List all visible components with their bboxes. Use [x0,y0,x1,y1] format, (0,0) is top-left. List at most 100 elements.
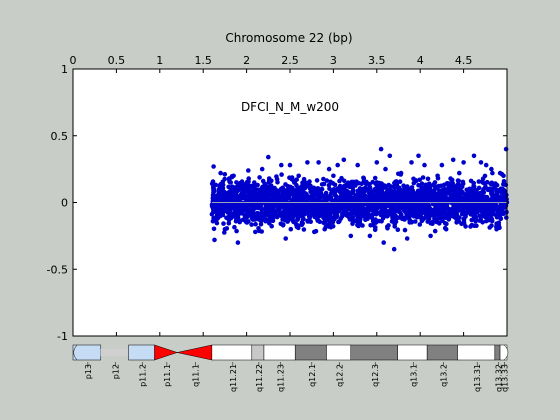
data-point [347,206,353,212]
data-point [440,215,446,220]
data-point [280,223,286,228]
data-point [263,197,269,202]
data-point-outlier [292,180,297,185]
data-point [438,210,444,215]
data-point [432,216,437,221]
data-point [233,190,239,196]
data-point [463,224,468,229]
data-point [375,191,380,197]
data-point [243,207,248,213]
data-point [434,192,439,198]
data-point [274,174,279,179]
data-point [485,210,490,216]
ideogram-band [426,344,458,361]
data-point [396,185,402,191]
band-label: p13 [84,364,93,379]
data-point [495,210,501,215]
data-point [262,186,267,191]
data-point [395,227,401,232]
band-label: q13.33 [501,364,510,392]
chart-title: Chromosome 22 (bp) [225,31,352,45]
data-point [302,185,308,191]
data-point [484,194,490,200]
data-point [269,178,274,184]
data-point [219,193,224,199]
data-point [279,172,284,177]
data-point [442,204,448,210]
data-point [397,190,403,196]
data-point [306,208,312,214]
data-point [321,181,327,187]
data-point [367,207,372,212]
data-point [308,194,314,200]
data-point [324,178,330,183]
ideogram-band [154,344,178,361]
data-point [287,175,292,180]
data-point [229,185,234,190]
data-point [367,182,372,187]
data-point [488,215,493,220]
data-point [354,179,359,184]
data-point [401,188,406,193]
data-point-outlier [391,246,397,252]
data-point-outlier [422,162,427,168]
data-point [402,227,408,233]
chromosome-ideogram [72,344,509,361]
data-point [252,180,257,185]
data-point [324,210,329,215]
band-label: q13.1 [409,364,418,387]
data-point [395,202,401,208]
data-point-outlier [226,176,232,181]
data-point [478,216,484,222]
data-point-outlier [218,170,223,176]
data-point [469,217,475,223]
x-tick-label: 0 [70,54,77,67]
data-point [226,217,232,223]
data-point-outlier [378,146,384,152]
data-point [444,221,449,227]
band-label: q12.2 [336,364,345,387]
band-label: q11.1 [192,364,201,387]
data-point [222,172,228,177]
data-point [499,191,505,196]
data-point-outlier [435,173,440,179]
ideogram-band [72,344,102,361]
data-point-outlier [461,160,466,165]
band-label: q11.21 [229,364,238,392]
data-point [384,213,390,219]
data-point [289,197,295,203]
data-point-outlier [409,160,414,165]
x-tick-label: 2 [243,54,250,67]
data-point [377,195,382,201]
data-point [295,206,301,211]
data-point [232,224,237,230]
data-point [226,221,232,226]
x-tick-label: 1 [156,54,163,67]
data-point [326,183,332,188]
data-point [303,207,308,213]
data-point-outlier [222,226,228,232]
data-point [494,187,499,193]
data-point [249,222,254,227]
data-point [504,215,509,220]
data-point [302,180,308,185]
data-point [314,216,320,221]
data-point [349,179,355,185]
data-point [447,196,453,201]
data-point [461,216,467,222]
data-point [407,217,413,223]
x-tick-label: 0.5 [108,54,126,67]
data-point [353,218,359,224]
data-point [342,211,348,217]
data-point [384,203,390,208]
data-point [477,197,482,202]
data-point-outlier [387,153,393,159]
data-point [362,185,368,191]
data-point [396,215,402,220]
ideogram-band [128,344,155,361]
data-point [501,187,507,193]
band-label: q13.2 [439,364,448,387]
data-point [350,221,355,226]
band-label: p11.2 [139,364,148,387]
data-point [372,175,378,181]
